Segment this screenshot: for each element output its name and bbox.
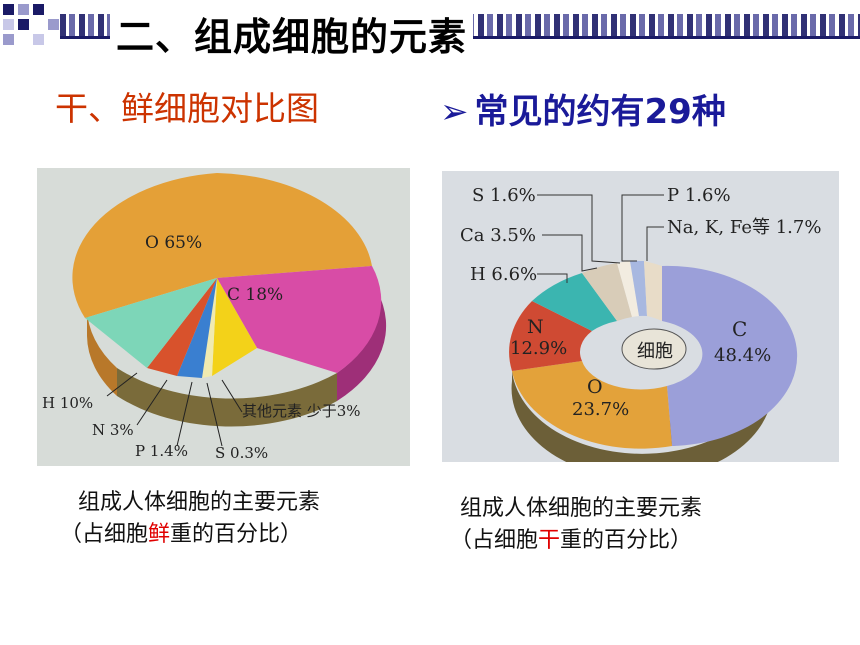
pie-slice-p xyxy=(177,278,217,378)
ring-slice-ca xyxy=(582,263,632,321)
ring-slice-c xyxy=(662,265,798,446)
pie-slice-c xyxy=(217,266,382,373)
caption-left-line1: 组成人体细胞的主要元素 xyxy=(78,490,321,515)
label-n-name: N xyxy=(527,316,544,338)
label-o-pct: 23.7% xyxy=(572,399,629,420)
fresh-weight-chart-photo: O 65% C 18% H 10% N 3% P 1.4% S 0.3% 其他元… xyxy=(37,168,410,466)
leader-h xyxy=(106,372,138,397)
ring-slice-s xyxy=(617,261,639,317)
label-c: C 18% xyxy=(227,285,283,305)
pie-slice-other xyxy=(212,278,257,376)
fresh-weight-pie-chart: O 65% C 18% H 10% N 3% P 1.4% S 0.3% 其他元… xyxy=(42,173,387,462)
ring-slice-p xyxy=(630,260,647,316)
pie-slice-n xyxy=(147,278,217,376)
label-s: S 0.3% xyxy=(215,444,268,462)
ring-slice-n xyxy=(509,301,592,371)
subtitle-right-text: 常见的约有29种 xyxy=(474,92,726,132)
leader-ca xyxy=(542,234,598,272)
ring-side xyxy=(511,356,772,479)
caption-right: 组成人体细胞的主要元素 （占细胞干重的百分比） xyxy=(450,490,703,554)
pie-side-o xyxy=(87,308,117,396)
caption-right-highlight: 干 xyxy=(538,528,561,553)
ring-slice-na xyxy=(644,261,662,321)
leader-other xyxy=(221,379,243,413)
ring-slice-o xyxy=(512,361,672,449)
label-h: H 6.6% xyxy=(470,264,537,285)
label-c-name: C xyxy=(732,317,747,341)
label-c-pct: 48.4% xyxy=(714,345,771,366)
leader-h xyxy=(537,273,568,283)
center-label: 细胞 xyxy=(637,341,673,362)
pie-side-lower xyxy=(117,368,337,427)
label-n-pct: 12.9% xyxy=(510,338,567,359)
label-na-k-fe: Na, K, Fe等 1.7% xyxy=(667,217,821,238)
label-other: 其他元素 少于3% xyxy=(242,402,361,420)
subtitle-right: ➢ 常见的约有29种 xyxy=(440,84,726,133)
caption-right-pre: （占细胞 xyxy=(450,528,539,553)
label-h: H 10% xyxy=(42,394,93,412)
arrow-bullet-icon: ➢ xyxy=(440,92,469,132)
caption-right-line1: 组成人体细胞的主要元素 xyxy=(460,496,703,521)
label-n: N 3% xyxy=(92,421,134,439)
label-s: S 1.6% xyxy=(472,185,536,206)
label-o-name: O xyxy=(587,376,603,398)
caption-left-post: 重的百分比） xyxy=(170,522,303,547)
dry-weight-pie-chart: 细胞 S 1.6% P 1.6% Ca 3.5% Na, K, Fe等 1.7%… xyxy=(460,185,821,479)
caption-left-pre: （占细胞 xyxy=(60,522,149,547)
leader-p xyxy=(621,194,664,262)
leader-n xyxy=(136,379,168,426)
leader-p xyxy=(176,381,193,447)
subtitle-left: 干、鲜细胞对比图 xyxy=(55,89,319,128)
caption-left-line2: （占细胞鲜重的百分比） xyxy=(60,516,320,548)
pie-side-c xyxy=(337,263,387,401)
caption-right-post: 重的百分比） xyxy=(560,528,693,553)
label-ca: Ca 3.5% xyxy=(460,225,536,246)
ring-slice-h xyxy=(532,273,617,331)
slide-title: 二、组成细胞的元素 xyxy=(110,6,474,61)
ring-center-hole xyxy=(621,328,687,370)
leader-na xyxy=(646,226,664,261)
caption-right-line2: （占细胞干重的百分比） xyxy=(450,522,702,554)
label-p: P 1.4% xyxy=(135,442,188,460)
leader-s xyxy=(537,194,621,264)
label-o: O 65% xyxy=(145,233,202,253)
leader-s xyxy=(206,382,223,447)
dry-weight-chart-photo: 细胞 S 1.6% P 1.6% Ca 3.5% Na, K, Fe等 1.7%… xyxy=(442,171,839,479)
caption-left: 组成人体细胞的主要元素 （占细胞鲜重的百分比） xyxy=(60,484,321,548)
label-p: P 1.6% xyxy=(667,185,731,206)
pie-slice-h xyxy=(85,278,217,368)
pie-slice-o xyxy=(72,173,372,318)
caption-left-highlight: 鲜 xyxy=(148,522,171,547)
